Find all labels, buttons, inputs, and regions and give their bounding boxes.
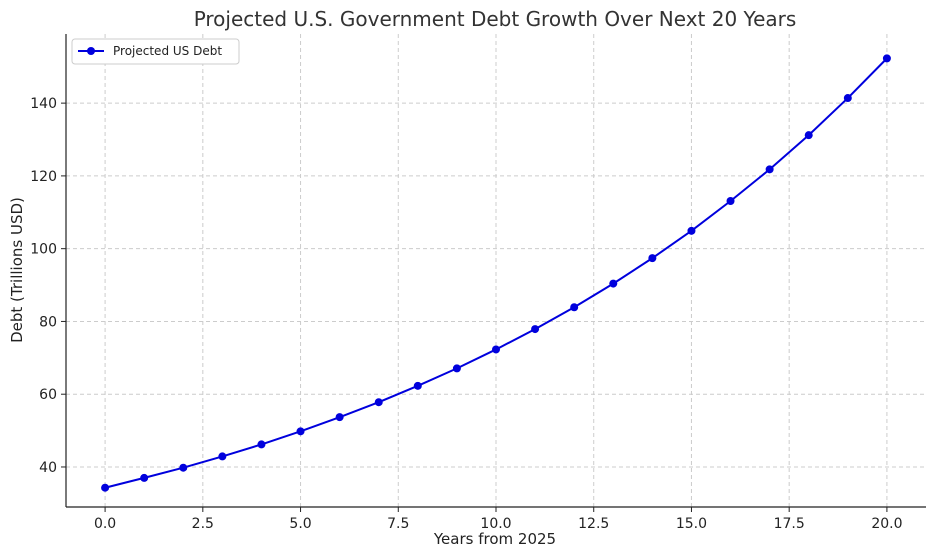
y-tick-label: 140 bbox=[30, 96, 57, 112]
data-point bbox=[726, 197, 735, 206]
chart-title: Projected U.S. Government Debt Growth Ov… bbox=[194, 7, 797, 31]
legend-box bbox=[71, 38, 240, 65]
data-point bbox=[765, 165, 774, 174]
data-point bbox=[452, 364, 461, 373]
data-point bbox=[374, 398, 383, 407]
data-point bbox=[140, 473, 149, 482]
data-point bbox=[218, 452, 227, 461]
x-tick-label: 0.0 bbox=[94, 516, 116, 532]
data-point bbox=[492, 345, 500, 354]
x-tick-label: 10.0 bbox=[480, 516, 511, 532]
x-axis-label: Years from 2025 bbox=[433, 530, 556, 548]
x-tick-label: 12.5 bbox=[578, 516, 609, 532]
data-point bbox=[648, 254, 657, 263]
x-tick-label: 15.0 bbox=[676, 516, 707, 532]
x-tick-label: 20.0 bbox=[871, 516, 902, 532]
data-point bbox=[257, 440, 266, 449]
ticks-layer: 0.0 2.5 5.0 7.5 10.0 12.5 15.0 17.5 20.0 40 60 80 10… bbox=[30, 96, 902, 532]
y-axis-label: Debt (Trillions USD) bbox=[8, 197, 26, 343]
data-point bbox=[413, 381, 422, 390]
series-layer bbox=[101, 54, 891, 492]
legend-entry-projected-us-debt: Projected US Debt bbox=[113, 44, 222, 58]
data-point bbox=[335, 413, 344, 422]
data-point bbox=[609, 279, 618, 288]
x-tick-label: 2.5 bbox=[192, 516, 214, 532]
y-tick-label: 40 bbox=[39, 460, 57, 476]
data-point bbox=[570, 303, 579, 312]
grid-layer bbox=[66, 34, 926, 507]
y-tick-label: 60 bbox=[39, 387, 57, 403]
data-point bbox=[101, 483, 110, 492]
data-point bbox=[882, 54, 891, 63]
y-tick-label: 80 bbox=[39, 314, 57, 330]
data-point bbox=[843, 94, 852, 103]
x-tick-label: 5.0 bbox=[289, 516, 311, 532]
data-point bbox=[179, 463, 188, 472]
legend-marker-swatch bbox=[87, 47, 95, 55]
y-tick-label: 120 bbox=[30, 169, 57, 185]
data-point bbox=[804, 131, 813, 140]
x-tick-label: 7.5 bbox=[387, 516, 409, 532]
x-tick-label: 17.5 bbox=[774, 516, 805, 532]
data-point bbox=[687, 226, 696, 235]
data-point bbox=[531, 325, 540, 334]
legend: Projected US Debt bbox=[71, 38, 240, 65]
data-point bbox=[296, 427, 305, 436]
y-tick-label: 100 bbox=[30, 242, 57, 258]
